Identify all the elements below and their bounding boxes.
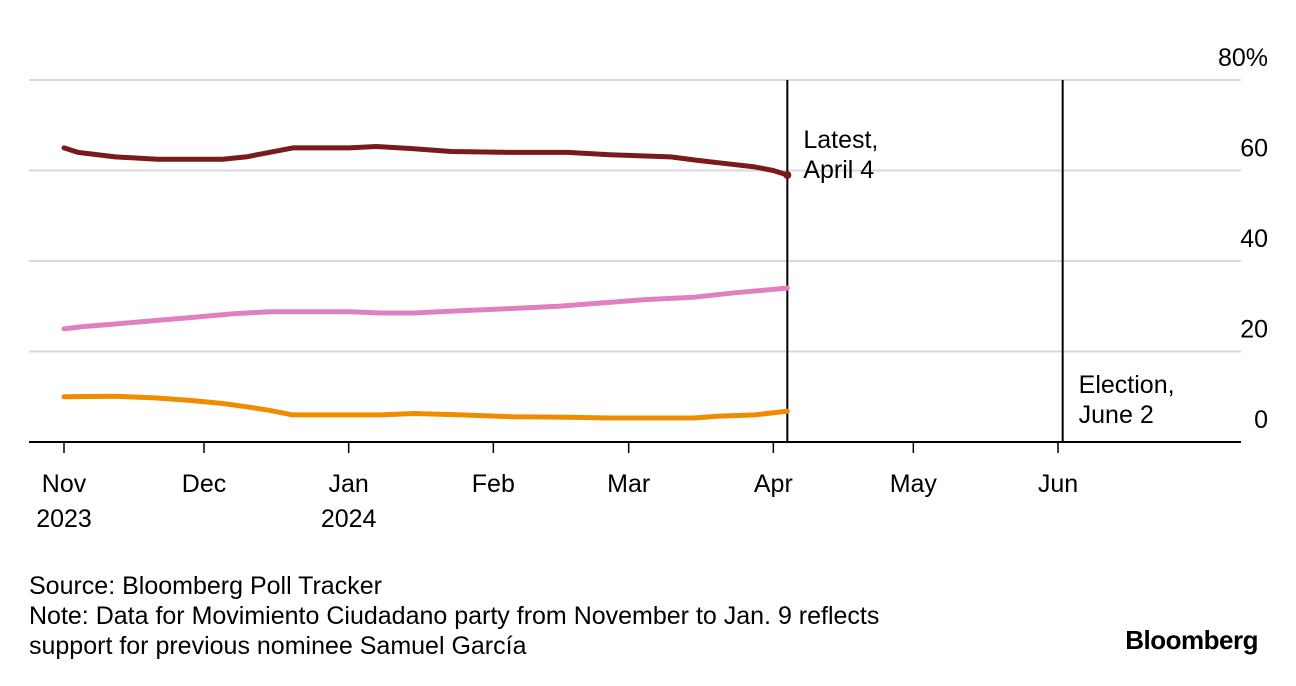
y-axis-tick-labels: 80% 60 40 20 0 <box>1218 44 1268 434</box>
note-line-1: Note: Data for Movimiento Ciudadano part… <box>29 602 880 630</box>
x-tick-label-feb: Feb <box>472 470 515 498</box>
x-tick-label-jun: Jun <box>1038 470 1078 498</box>
series-lines <box>61 144 792 421</box>
x-tick-label-nov: Nov <box>42 470 87 498</box>
y-tick-label-60: 60 <box>1240 135 1268 163</box>
x-tick-label-dec: Dec <box>182 470 226 498</box>
series-line-0 <box>61 144 790 178</box>
x-tick-label-apr: Apr <box>754 470 793 498</box>
series-line-1 <box>61 285 790 332</box>
note-line-2: support for previous nominee Samuel Garc… <box>29 632 527 660</box>
annotation-label-1-line2: June 2 <box>1079 401 1154 429</box>
y-tick-label-0: 0 <box>1254 406 1268 434</box>
grid-lines <box>29 79 1241 353</box>
series-end-marker-0 <box>783 171 792 180</box>
x-tick-label-jan: Jan <box>329 470 369 498</box>
y-tick-label-80: 80% <box>1218 44 1268 72</box>
x-tick-sublabel-nov: 2023 <box>36 505 92 533</box>
annotations: Latest,April 4 Election,June 2 <box>786 80 1175 442</box>
annotation-label-0-line1: Latest, <box>803 126 878 154</box>
series-line-2 <box>61 393 790 421</box>
annotation-label-0-line2: April 4 <box>803 156 874 184</box>
x-axis: Nov 2023 Dec Jan 2024 Feb Mar Apr May Jun <box>29 441 1241 533</box>
annotation-label-1-line1: Election, <box>1079 371 1175 399</box>
y-tick-label-20: 20 <box>1240 316 1268 344</box>
x-tick-label-may: May <box>890 470 938 498</box>
x-tick-sublabel-jan: 2024 <box>321 505 377 533</box>
source-text: Source: Bloomberg Poll Tracker <box>29 572 382 600</box>
bloomberg-logo: Bloomberg <box>1125 625 1258 655</box>
y-tick-label-40: 40 <box>1240 225 1268 253</box>
x-tick-label-mar: Mar <box>607 470 650 498</box>
